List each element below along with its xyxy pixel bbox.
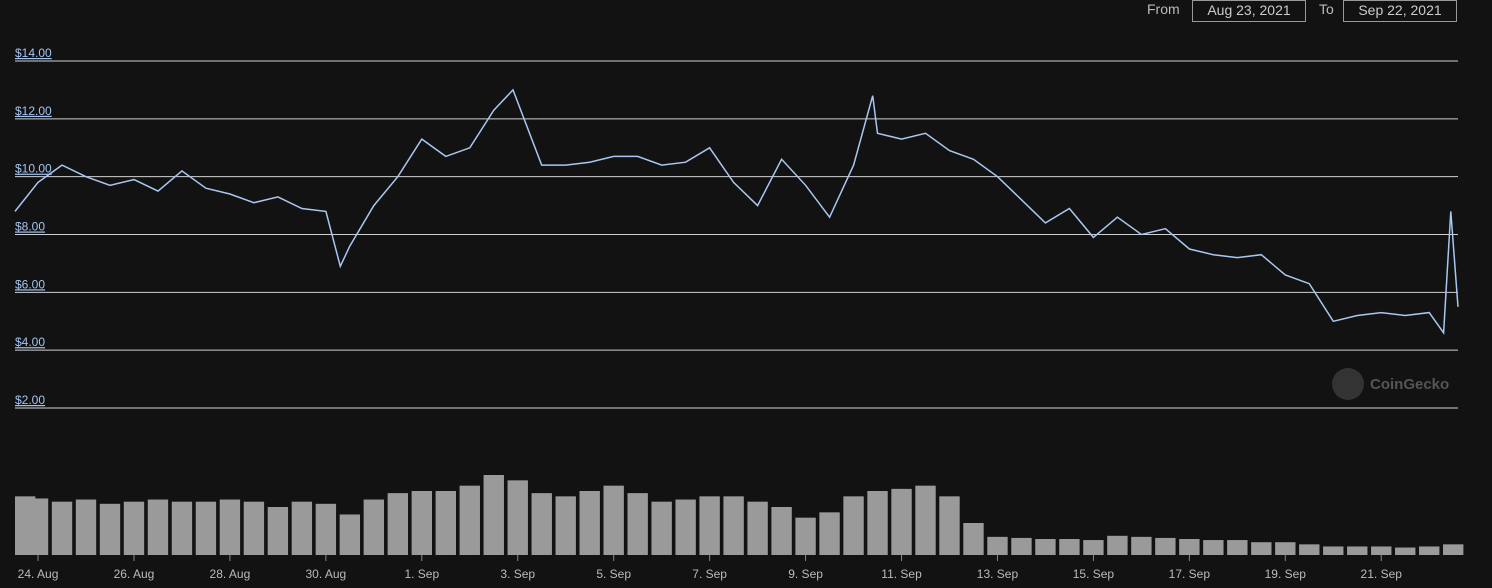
volume-bar	[1323, 546, 1344, 555]
from-date[interactable]: Aug 23, 2021	[1192, 0, 1306, 22]
watermark-logo	[1332, 368, 1364, 400]
volume-bar	[1371, 546, 1392, 555]
volume-bar	[1107, 535, 1128, 555]
volume-bar	[75, 499, 97, 555]
x-tick-label: 24. Aug	[18, 567, 59, 581]
volume-bar	[1347, 546, 1368, 555]
volume-bar	[771, 507, 792, 555]
volume-bar	[51, 501, 73, 555]
volume-bar	[699, 496, 720, 555]
volume-bar	[723, 496, 744, 555]
y-tick-label: $6.00	[15, 277, 45, 291]
volume-bar	[27, 498, 49, 555]
volume-bar	[843, 496, 864, 555]
volume-bar	[1083, 540, 1104, 555]
volume-bar	[1299, 544, 1320, 555]
volume-bar	[1155, 537, 1176, 555]
volume-bar	[1275, 542, 1296, 555]
volume-bar	[939, 496, 960, 555]
x-tick-label: 5. Sep	[596, 567, 631, 581]
x-tick-label: 15. Sep	[1073, 567, 1115, 581]
volume-bar	[195, 501, 217, 555]
y-tick-label: $10.00	[15, 162, 52, 176]
y-tick-label: $12.00	[15, 104, 52, 118]
volume-bar	[627, 493, 648, 555]
x-tick-label: 9. Sep	[788, 567, 823, 581]
volume-bar	[291, 501, 313, 555]
volume-bar	[603, 485, 624, 555]
volume-bar	[555, 496, 576, 555]
volume-bar	[411, 491, 432, 555]
volume-bar	[1203, 540, 1224, 555]
price-line	[14, 88, 1459, 335]
volume-bar	[435, 491, 456, 555]
volume-bar	[1227, 540, 1248, 555]
volume-bar	[867, 491, 888, 555]
volume-bar	[531, 493, 552, 555]
x-tick-label: 26. Aug	[114, 567, 155, 581]
volume-bar	[483, 475, 504, 555]
y-tick-label: $4.00	[15, 335, 45, 349]
volume-bar	[795, 517, 816, 555]
volume-bar	[915, 485, 936, 555]
volume-bar	[1251, 542, 1272, 555]
volume-bar	[459, 485, 480, 555]
volume-bar	[99, 503, 121, 555]
volume-bar	[747, 501, 768, 555]
x-tick-label: 21. Sep	[1361, 567, 1403, 581]
volume-bar	[963, 523, 984, 555]
to-label: To	[1319, 1, 1334, 17]
volume-bar	[267, 507, 289, 555]
volume-bar	[1395, 547, 1416, 555]
volume-bar	[1419, 546, 1440, 555]
x-tick-label: 30. Aug	[305, 567, 346, 581]
x-tick-label: 13. Sep	[977, 567, 1019, 581]
x-tick-label: 19. Sep	[1265, 567, 1307, 581]
volume-bar	[1131, 536, 1152, 555]
y-tick-label: $8.00	[15, 220, 45, 234]
x-tick-label: 28. Aug	[210, 567, 251, 581]
x-tick-label: 3. Sep	[500, 567, 535, 581]
y-tick-label: $14.00	[15, 46, 52, 60]
volume-bar	[1443, 544, 1464, 555]
volume-bar	[339, 514, 361, 555]
volume-bar	[243, 501, 265, 555]
volume-bar	[987, 536, 1008, 555]
volume-bar	[675, 499, 696, 555]
y-tick-label: $2.00	[15, 393, 45, 407]
volume-bar	[651, 501, 672, 555]
volume-bar	[123, 501, 145, 555]
volume-bar	[579, 491, 600, 555]
x-tick-label: 17. Sep	[1169, 567, 1211, 581]
x-tick-label: 7. Sep	[692, 567, 727, 581]
from-label: From	[1147, 1, 1180, 17]
volume-bar	[315, 503, 337, 555]
volume-bar	[387, 493, 409, 555]
volume-bar	[891, 488, 912, 555]
x-tick-label: 1. Sep	[404, 567, 439, 581]
x-tick-label: 11. Sep	[881, 567, 922, 581]
volume-bar	[147, 499, 169, 555]
volume-bar	[219, 499, 241, 555]
volume-bar	[1179, 539, 1200, 555]
watermark: CoinGecko	[1370, 376, 1449, 393]
volume-bar	[819, 512, 840, 555]
to-date[interactable]: Sep 22, 2021	[1343, 0, 1457, 22]
volume-bar	[171, 501, 193, 555]
volume-bar	[1035, 539, 1056, 555]
volume-bar	[1059, 539, 1080, 555]
volume-bar	[507, 480, 528, 555]
volume-bar	[363, 499, 385, 555]
volume-bar	[1011, 537, 1032, 555]
